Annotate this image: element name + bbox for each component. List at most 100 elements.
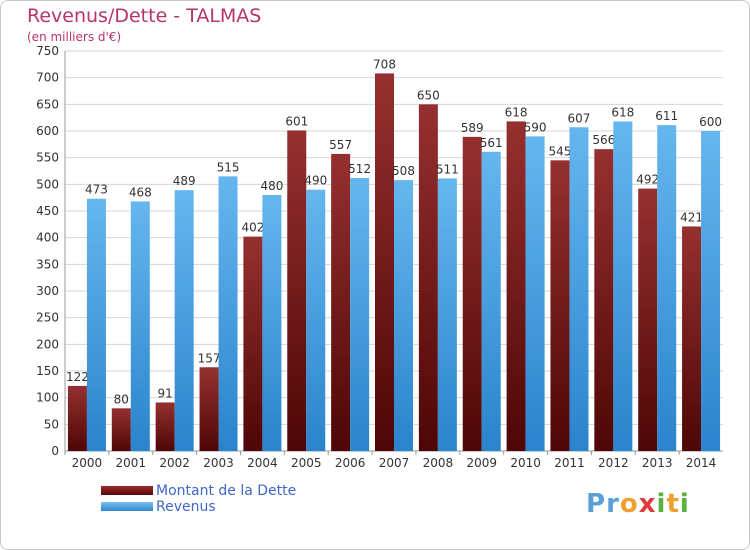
- bar-dette: [462, 136, 482, 451]
- proxiti-logo: Proxiti: [586, 489, 690, 519]
- y-tick-label: 250: [36, 311, 59, 325]
- y-tick-label: 500: [36, 177, 59, 191]
- x-tick-label: 2003: [203, 456, 234, 470]
- data-label-dette: 618: [505, 105, 528, 119]
- y-tick-label: 600: [36, 124, 59, 138]
- bar-revenus: [130, 201, 150, 451]
- y-tick-label: 100: [36, 391, 59, 405]
- bar-dette: [199, 367, 219, 451]
- data-label-revenus: 600: [699, 115, 722, 129]
- bar-dette: [418, 104, 438, 451]
- legend-label-revenus: Revenus: [156, 499, 216, 515]
- bar-dette: [67, 385, 87, 451]
- x-tick-label: 2009: [466, 456, 497, 470]
- x-tick-label: 2012: [598, 456, 629, 470]
- data-label-revenus: 561: [480, 136, 503, 150]
- bar-revenus: [262, 195, 282, 451]
- y-tick-label: 400: [36, 231, 59, 245]
- x-tick-label: 2013: [642, 456, 673, 470]
- data-label-dette: 650: [417, 88, 440, 102]
- bar-revenus: [525, 136, 545, 452]
- data-label-revenus: 490: [304, 174, 327, 188]
- data-label-revenus: 489: [173, 174, 196, 188]
- data-label-revenus: 480: [260, 179, 283, 193]
- data-label-dette: 122: [66, 370, 89, 384]
- x-tick-label: 2008: [423, 456, 454, 470]
- data-label-revenus: 618: [611, 105, 634, 119]
- x-tick-label: 2007: [379, 456, 410, 470]
- data-label-dette: 91: [158, 386, 173, 400]
- chart-title: Revenus/Dette - TALMAS: [27, 5, 262, 27]
- bar-revenus: [218, 176, 238, 452]
- x-tick-label: 2004: [247, 456, 278, 470]
- x-tick-label: 2000: [72, 456, 103, 470]
- bar-dette: [155, 402, 175, 451]
- bar-dette: [682, 226, 702, 451]
- y-tick-label: 350: [36, 257, 59, 271]
- bar-revenus: [657, 125, 677, 451]
- data-label-revenus: 508: [392, 164, 415, 178]
- data-label-revenus: 590: [524, 120, 547, 134]
- data-label-revenus: 473: [85, 183, 108, 197]
- x-tick-label: 2010: [510, 456, 541, 470]
- bar-revenus: [86, 198, 106, 451]
- data-label-dette: 708: [373, 57, 396, 71]
- data-label-dette: 545: [549, 144, 572, 158]
- data-label-revenus: 511: [436, 162, 459, 176]
- bar-revenus: [394, 180, 413, 452]
- data-label-dette: 492: [636, 173, 659, 187]
- x-tick-label: 2005: [291, 456, 322, 470]
- bar-dette: [638, 188, 658, 451]
- logo-letter-1: r: [606, 489, 620, 519]
- logo-letter-4: i: [656, 489, 667, 519]
- logo-letter-3: x: [638, 489, 657, 519]
- logo-letter-0: P: [586, 489, 607, 519]
- data-label-dette: 402: [241, 221, 264, 235]
- data-label-dette: 601: [285, 114, 308, 128]
- x-tick-label: 2006: [335, 456, 366, 470]
- legend-label-dette: Montant de la Dette: [156, 483, 297, 499]
- data-label-revenus: 611: [655, 109, 678, 123]
- y-tick-label: 200: [36, 337, 59, 351]
- y-tick-label: 300: [36, 284, 59, 298]
- y-tick-label: 50: [44, 417, 59, 431]
- data-label-revenus: 607: [568, 111, 591, 125]
- data-label-dette: 566: [592, 133, 615, 147]
- bar-dette: [375, 73, 394, 452]
- data-label-dette: 157: [198, 351, 221, 365]
- x-tick-label: 2014: [686, 456, 717, 470]
- bar-revenus: [306, 189, 326, 451]
- y-tick-label: 450: [36, 204, 59, 218]
- legend-swatch-dette: [101, 486, 153, 495]
- bar-dette: [111, 408, 131, 451]
- bar-revenus: [569, 127, 589, 452]
- data-label-revenus: 468: [129, 185, 152, 199]
- y-tick-label: 750: [36, 44, 59, 58]
- y-tick-label: 0: [51, 444, 59, 458]
- bar-dette: [506, 121, 526, 452]
- logo-letter-6: i: [679, 489, 690, 519]
- data-label-dette: 589: [461, 121, 484, 135]
- y-tick-label: 550: [36, 151, 59, 165]
- legend-swatch-revenus: [101, 502, 153, 511]
- chart-subtitle: (en milliers d'€): [27, 30, 122, 44]
- bar-dette: [287, 130, 307, 451]
- data-label-revenus: 515: [217, 160, 240, 174]
- bar-revenus: [613, 121, 633, 452]
- bar-dette: [331, 153, 351, 451]
- x-tick-label: 2001: [116, 456, 147, 470]
- y-tick-label: 650: [36, 97, 59, 111]
- logo-letter-5: t: [666, 489, 680, 519]
- bar-revenus: [350, 177, 370, 451]
- bar-revenus: [174, 190, 194, 451]
- bar-dette: [243, 236, 263, 451]
- bar-revenus: [437, 178, 457, 451]
- y-tick-label: 150: [36, 364, 59, 378]
- bar-revenus: [701, 131, 721, 451]
- x-tick-label: 2011: [554, 456, 585, 470]
- bar-dette: [594, 149, 614, 451]
- bar-revenus: [481, 151, 501, 452]
- data-label-dette: 80: [114, 392, 129, 406]
